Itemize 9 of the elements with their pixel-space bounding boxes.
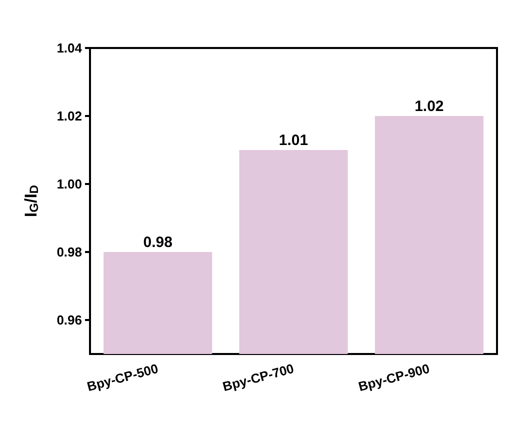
data-label: 1.01 xyxy=(278,132,308,149)
data-label: 0.98 xyxy=(143,234,172,251)
data-label: 1.02 xyxy=(414,98,444,115)
y-tick-label: 1.02 xyxy=(56,108,82,124)
y-tick-label: 0.96 xyxy=(56,312,82,328)
y-tick-label: 0.98 xyxy=(56,244,82,260)
y-tick-label: 1.00 xyxy=(56,176,82,192)
y-tick-label: 1.04 xyxy=(56,40,83,56)
y-axis-title: IG/ID xyxy=(22,184,41,218)
